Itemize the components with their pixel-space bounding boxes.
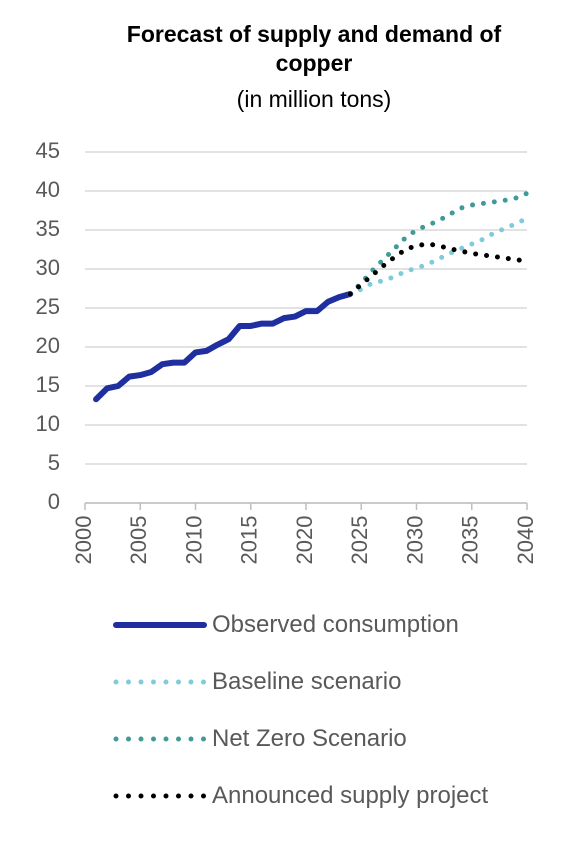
y-tick-label: 0 [48,489,60,514]
x-tick-label: 2010 [181,516,206,565]
x-tick-label: 2015 [237,516,262,565]
x-tick-label: 2020 [292,516,317,565]
legend-label: Net Zero Scenario [212,725,407,752]
x-tick-label: 2035 [458,516,483,565]
series-line [93,290,354,403]
legend-item: Announced supply project [112,781,532,811]
y-tick-label: 25 [36,294,60,319]
legend-label: Baseline scenario [212,668,402,695]
legend-swatch [113,736,207,742]
legend-label: Announced supply project [212,782,489,809]
x-tick-label: 2040 [513,516,538,565]
legend-item: Baseline scenario [112,667,532,697]
series-line [347,241,530,297]
x-tick-label: 2000 [71,516,96,565]
chart-title: Forecast of supply and demand of copper [126,21,502,76]
legend-item: Observed consumption [112,610,532,640]
y-tick-label: 5 [48,450,60,475]
y-tick-label: 35 [36,216,60,241]
x-tick-label: 2025 [347,516,372,565]
legend-item: Net Zero Scenario [112,724,532,754]
series-line [347,190,530,297]
y-tick-label: 10 [36,411,60,436]
y-tick-label: 40 [36,177,60,202]
legend-swatch [113,793,207,799]
series-line [347,215,530,297]
x-tick-label: 2030 [402,516,427,565]
legend-label: Observed consumption [212,611,459,638]
x-tick-label: 2005 [126,516,151,565]
y-tick-label: 30 [36,255,60,280]
legend-swatch [113,622,207,628]
y-tick-label: 15 [36,372,60,397]
chart-subtitle: (in million tons) [236,86,392,112]
legend-swatch [113,679,207,685]
y-tick-label: 45 [36,138,60,163]
y-tick-label: 20 [36,333,60,358]
